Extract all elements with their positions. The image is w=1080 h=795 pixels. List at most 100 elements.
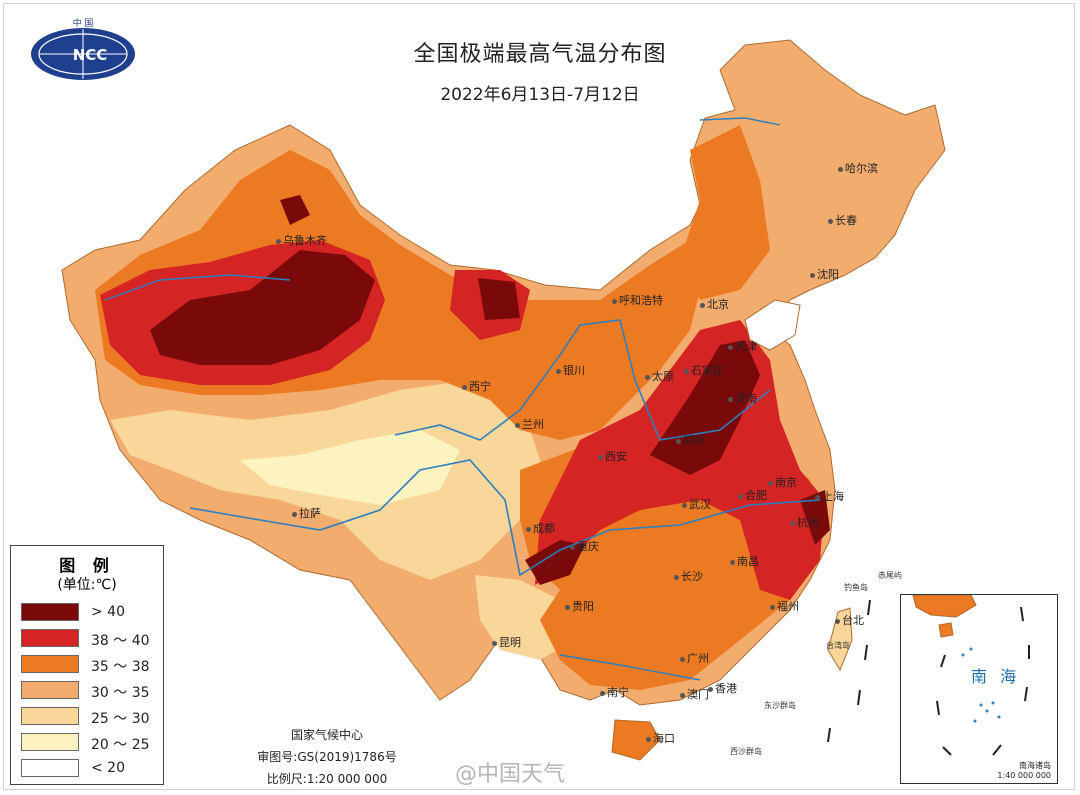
city-dot-icon (492, 640, 497, 646)
map-date-range: 2022年6月13日-7月12日 (440, 85, 640, 105)
inset-label: 南 海 (971, 667, 1021, 686)
city-hongkong: 香港 (708, 680, 737, 696)
yellow-river (394, 319, 771, 441)
city-dot-icon (770, 604, 775, 610)
inset-island-dots (961, 647, 1001, 723)
label-chiwei: 赤尾屿 (878, 571, 902, 580)
label-xisha: 西沙群岛 (730, 747, 762, 756)
inset-dash-marks (936, 606, 1030, 756)
city-tianjin: 天津 (728, 338, 757, 354)
city-dot-icon (768, 480, 773, 486)
city-urumqi: 乌鲁木齐 (276, 232, 327, 248)
city-dot-icon (738, 493, 743, 499)
legend-swatch (21, 707, 79, 725)
city-xian: 西安 (598, 448, 627, 464)
tarim-river (104, 274, 291, 301)
city-fuzhou: 福州 (770, 598, 799, 614)
legend-label: 20 ～ 25 (91, 737, 150, 753)
logo-brand-text: NCC (73, 46, 108, 64)
city-guangzhou: 广州 (680, 650, 709, 666)
city-macau: 澳门 (680, 686, 709, 702)
city-chongqing: 重庆 (570, 538, 599, 554)
legend-label: 25 ～ 30 (91, 711, 150, 727)
city-dot-icon (570, 544, 575, 550)
inset-caption: 南海诸岛 1:40 000 000 (997, 761, 1051, 781)
logo-top-text: 中 国 (73, 17, 94, 29)
city-lhasa: 拉萨 (292, 505, 321, 521)
inset-coast (912, 595, 977, 618)
legend-swatch (21, 629, 79, 647)
city-chengdu: 成都 (526, 520, 555, 536)
city-dot-icon (680, 692, 685, 698)
footer-review-number: 审图号:GS(2019)1786号 (257, 750, 397, 764)
legend-unit: (单位:℃) (57, 577, 117, 593)
legend-label: 38 ～ 40 (91, 633, 150, 649)
inset-caption-name: 南海诸岛 (1019, 761, 1051, 770)
city-dot-icon (598, 454, 603, 460)
city-zhengzhou: 郑州 (676, 432, 705, 448)
inset-hainan (938, 622, 954, 638)
city-dot-icon (810, 272, 815, 278)
city-dot-icon (276, 238, 281, 244)
inset-map (912, 595, 1030, 756)
zone-over-40-zhejiang (800, 490, 830, 545)
legend-label: 35 ～ 38 (91, 659, 150, 675)
city-dot-icon (680, 656, 685, 662)
legend-item: 25 ～ 30 (21, 707, 161, 727)
map-footer: 国家气候中心 审图号:GS(2019)1786号 比例尺:1:20 000 00… (232, 724, 422, 790)
city-dot-icon (838, 166, 843, 172)
city-xining: 西宁 (462, 378, 491, 394)
city-dot-icon (682, 502, 687, 508)
city-dot-icon (600, 690, 605, 696)
legend-swatch (21, 759, 79, 777)
city-hefei: 合肥 (738, 487, 767, 503)
zone-over-40-tarim (150, 250, 375, 365)
city-taiyuan: 太原 (645, 368, 674, 384)
city-beijing: 北京 (700, 296, 729, 312)
city-dot-icon (565, 604, 570, 610)
city-nanning: 南宁 (600, 684, 629, 700)
legend-label: > 40 (91, 604, 125, 620)
city-dot-icon (645, 374, 650, 380)
legend-label: 30 ～ 35 (91, 685, 150, 701)
legend-item: 38 ～ 40 (21, 629, 161, 649)
city-dot-icon (728, 344, 733, 350)
zone-20-25-plateau (240, 430, 460, 505)
city-nanjing: 南京 (768, 474, 797, 490)
city-dot-icon (828, 218, 833, 224)
zone-over-40-ejina (478, 278, 520, 320)
label-taiwan: 台湾岛 (826, 641, 850, 650)
legend-swatch (21, 603, 79, 621)
city-wuhan: 武汉 (682, 496, 711, 512)
footer-scale: 比例尺:1:20 000 000 (266, 772, 388, 786)
city-dot-icon (708, 686, 713, 692)
zone-35-38-northeast (680, 125, 770, 300)
yangtze-river (189, 459, 821, 577)
city-lanzhou: 兰州 (515, 416, 544, 432)
taiwan-island (827, 607, 853, 672)
zone-over-40-sichuan-basin (525, 540, 585, 585)
city-dot-icon (700, 302, 705, 308)
legend-swatch (21, 655, 79, 673)
city-dot-icon (646, 736, 651, 742)
legend-label: < 20 (91, 760, 125, 776)
legend-item: < 20 (21, 759, 161, 779)
city-changsha: 长沙 (674, 568, 703, 584)
south-china-sea-inset: 南 海 南海诸岛 1:40 000 000 (900, 594, 1058, 784)
city-dot-icon (612, 298, 617, 304)
city-dot-icon (835, 618, 840, 624)
map-title: 全国极端最高气温分布图 (413, 42, 667, 67)
city-jinan: 济南 (728, 390, 757, 406)
city-dot-icon (730, 559, 735, 565)
city-dot-icon (515, 422, 520, 428)
label-dongsha: 东沙群岛 (764, 701, 796, 710)
legend: 图 例 (单位:℃) > 40 38 ～ 40 35 ～ 38 30 ～ 35 … (10, 545, 164, 785)
pearl-river (559, 654, 701, 681)
legend-swatch (21, 733, 79, 751)
city-harbin: 哈尔滨 (838, 160, 878, 176)
legend-item: 35 ～ 38 (21, 655, 161, 675)
city-dot-icon (728, 396, 733, 402)
city-hohhot: 呼和浩特 (612, 292, 663, 308)
city-dot-icon (462, 384, 467, 390)
